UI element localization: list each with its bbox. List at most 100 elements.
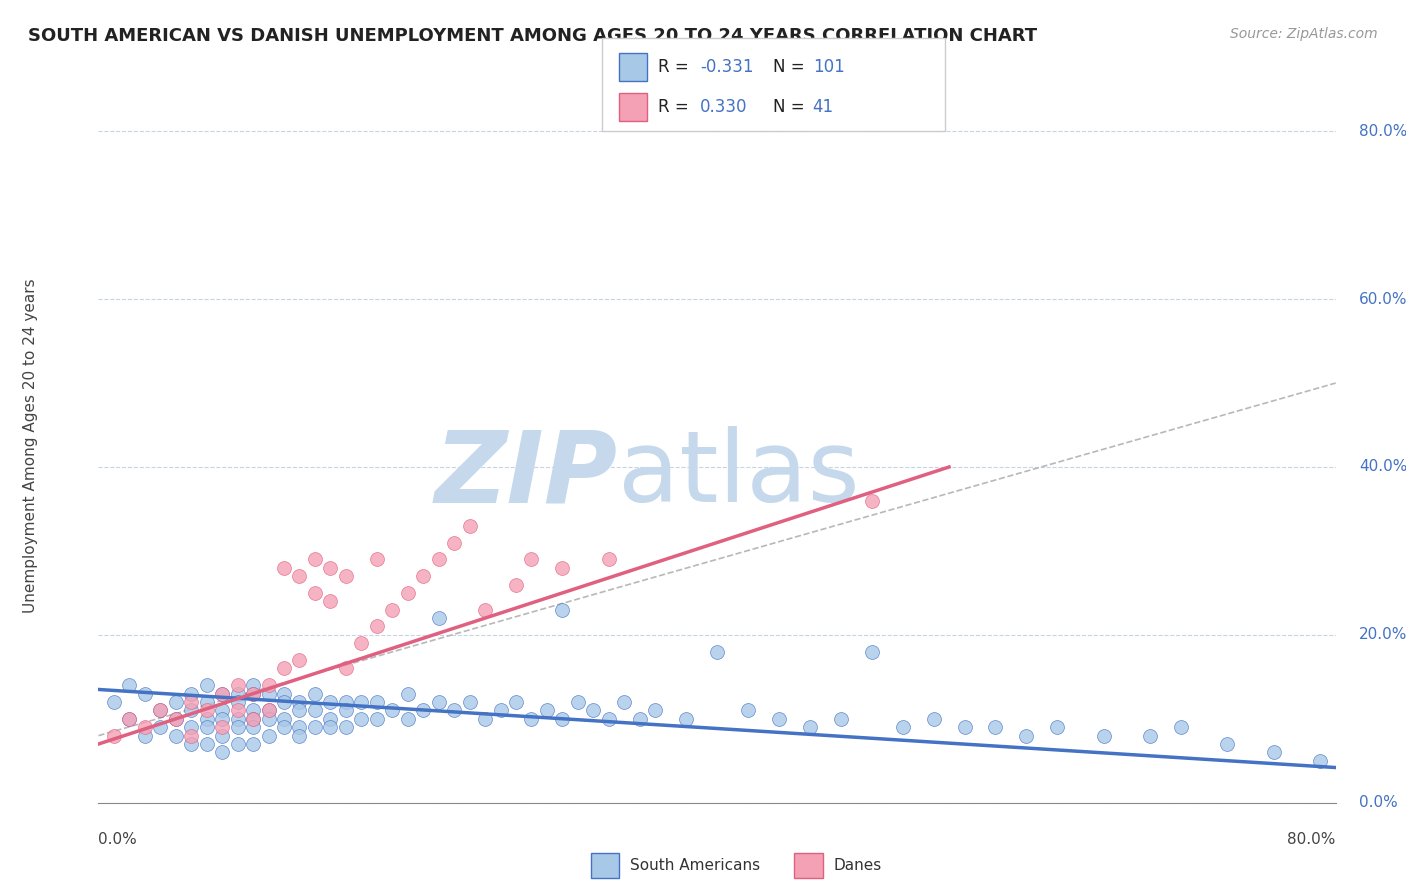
- Point: [180, 703, 202, 717]
- Point: [1170, 720, 1192, 734]
- Point: [195, 695, 218, 709]
- Point: [288, 569, 311, 583]
- Point: [257, 703, 280, 717]
- Point: [443, 535, 465, 549]
- Point: [474, 712, 496, 726]
- Point: [551, 712, 574, 726]
- Text: R =: R =: [658, 58, 695, 76]
- Point: [226, 695, 249, 709]
- Point: [226, 678, 249, 692]
- Point: [891, 720, 914, 734]
- Point: [567, 695, 589, 709]
- Point: [582, 703, 605, 717]
- Point: [427, 611, 450, 625]
- Point: [443, 703, 465, 717]
- Point: [211, 687, 233, 701]
- Point: [458, 518, 481, 533]
- Point: [922, 712, 945, 726]
- Point: [149, 720, 172, 734]
- Text: 101: 101: [813, 58, 845, 76]
- Point: [288, 703, 311, 717]
- Point: [242, 687, 264, 701]
- Point: [149, 703, 172, 717]
- Point: [165, 712, 187, 726]
- Point: [242, 712, 264, 726]
- Point: [427, 695, 450, 709]
- Point: [427, 552, 450, 566]
- Point: [211, 703, 233, 717]
- Point: [226, 703, 249, 717]
- Text: 0.0%: 0.0%: [1360, 796, 1398, 810]
- Text: 0.0%: 0.0%: [98, 832, 138, 847]
- Point: [103, 695, 125, 709]
- Point: [180, 720, 202, 734]
- Text: 0.330: 0.330: [700, 98, 748, 116]
- Point: [118, 678, 141, 692]
- Point: [953, 720, 976, 734]
- Text: 60.0%: 60.0%: [1360, 292, 1406, 307]
- Point: [381, 703, 404, 717]
- Point: [257, 712, 280, 726]
- Point: [273, 560, 295, 574]
- Point: [195, 737, 218, 751]
- Point: [273, 712, 295, 726]
- Point: [520, 552, 543, 566]
- Point: [288, 653, 311, 667]
- Point: [319, 695, 342, 709]
- Point: [226, 687, 249, 701]
- Point: [304, 552, 326, 566]
- Text: Unemployment Among Ages 20 to 24 years: Unemployment Among Ages 20 to 24 years: [22, 278, 38, 614]
- Point: [304, 703, 326, 717]
- Text: 40.0%: 40.0%: [1360, 459, 1406, 475]
- Point: [551, 603, 574, 617]
- Point: [257, 703, 280, 717]
- Point: [273, 661, 295, 675]
- Point: [474, 603, 496, 617]
- Point: [396, 687, 419, 701]
- Point: [242, 687, 264, 701]
- Text: 41: 41: [813, 98, 834, 116]
- Point: [366, 695, 388, 709]
- Point: [412, 569, 434, 583]
- Text: ZIP: ZIP: [434, 426, 619, 523]
- Text: 20.0%: 20.0%: [1360, 627, 1406, 642]
- Point: [242, 703, 264, 717]
- Point: [505, 695, 527, 709]
- Point: [180, 729, 202, 743]
- Point: [335, 695, 357, 709]
- Point: [1309, 754, 1331, 768]
- Point: [319, 594, 342, 608]
- Point: [335, 661, 357, 675]
- Point: [273, 687, 295, 701]
- Point: [644, 703, 666, 717]
- Point: [335, 720, 357, 734]
- Point: [195, 703, 218, 717]
- Point: [366, 619, 388, 633]
- Point: [458, 695, 481, 709]
- Text: N =: N =: [773, 58, 810, 76]
- Point: [396, 712, 419, 726]
- Point: [226, 737, 249, 751]
- Text: Source: ZipAtlas.com: Source: ZipAtlas.com: [1230, 27, 1378, 41]
- Point: [1216, 737, 1239, 751]
- Point: [598, 712, 620, 726]
- Text: -0.331: -0.331: [700, 58, 754, 76]
- Point: [319, 712, 342, 726]
- Point: [675, 712, 697, 726]
- Point: [350, 712, 373, 726]
- Point: [366, 712, 388, 726]
- Point: [118, 712, 141, 726]
- Point: [551, 560, 574, 574]
- Point: [242, 737, 264, 751]
- Point: [134, 687, 156, 701]
- Point: [134, 729, 156, 743]
- Point: [350, 636, 373, 650]
- Point: [180, 687, 202, 701]
- Point: [195, 712, 218, 726]
- Point: [520, 712, 543, 726]
- Point: [319, 560, 342, 574]
- Point: [103, 729, 125, 743]
- Point: [242, 678, 264, 692]
- Point: [211, 687, 233, 701]
- Point: [536, 703, 558, 717]
